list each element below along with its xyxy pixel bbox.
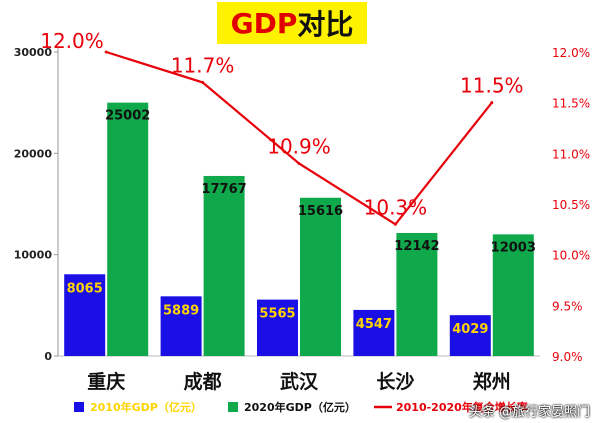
left-tick-label: 30000 <box>14 46 53 59</box>
bar-2010 <box>160 296 202 356</box>
right-tick-label: 9.5% <box>552 299 583 313</box>
legend-label-2010: 2010年GDP（亿元） <box>90 400 202 414</box>
bar-2010-label: 4029 <box>452 322 488 337</box>
bar-2020 <box>203 175 245 356</box>
bar-2020 <box>492 234 534 356</box>
left-axis: 0 10000 20000 30000 <box>14 46 59 363</box>
growth-point <box>104 50 108 54</box>
bar-2010 <box>353 309 395 356</box>
bar-2010 <box>64 274 106 356</box>
right-tick-label: 10.5% <box>552 198 590 212</box>
bar-2020-label: 12003 <box>491 240 536 255</box>
bar-2020-label: 25002 <box>105 109 150 124</box>
right-tick-label: 11.5% <box>552 97 590 111</box>
chart-title: GDP 对比 <box>217 2 367 44</box>
bar-2010-label: 4547 <box>356 317 392 332</box>
bar-2020 <box>396 232 438 356</box>
bar-2010 <box>257 299 298 356</box>
category-label: 郑州 <box>473 371 511 393</box>
bar-2010-label: 5565 <box>259 307 295 322</box>
watermark: 头条 @旅行家晏照门 <box>468 405 590 420</box>
growth-point <box>490 101 494 105</box>
growth-label: 10.9% <box>267 134 331 158</box>
bars: 8065 25002 5889 17767 5565 15616 4547 12142 4029… <box>64 102 536 357</box>
legend-swatch-2010 <box>74 402 84 412</box>
growth-label: 12.0% <box>40 29 104 53</box>
bar-2020 <box>107 102 149 357</box>
bar-2010 <box>449 315 491 356</box>
category-label: 成都 <box>184 370 222 393</box>
right-tick-label: 10.0% <box>552 249 590 263</box>
category-label: 重庆 <box>87 370 125 393</box>
title-gdp: GDP <box>230 6 298 40</box>
bar-2020-label: 17767 <box>201 182 246 197</box>
growth-label: 11.5% <box>460 74 524 98</box>
growth-point <box>393 222 397 226</box>
growth-label: 10.3% <box>364 195 428 219</box>
category-labels: 重庆 成都 武汉 长沙 郑州 <box>87 370 511 393</box>
category-label: 武汉 <box>280 371 319 393</box>
growth-point <box>201 80 205 84</box>
bar-2010-label: 5889 <box>163 303 199 318</box>
growth-line: 12.0% 11.7% 10.9% 10.3% 11.5% <box>40 29 524 226</box>
legend-swatch-2020 <box>228 402 238 412</box>
growth-label: 11.7% <box>171 53 235 77</box>
bar-2020 <box>300 197 341 356</box>
title-compare: 对比 <box>297 8 354 41</box>
bar-2020-label: 12142 <box>394 239 439 254</box>
left-tick-label: 0 <box>44 350 52 363</box>
left-tick-label: 20000 <box>14 147 53 160</box>
legend-label-2020: 2020年GDP（亿元） <box>244 400 356 414</box>
right-tick-label: 11.0% <box>552 147 590 161</box>
bar-2010-label: 8065 <box>67 281 103 296</box>
legend-label-growth: 2010-2020年复合增长率 <box>396 400 528 414</box>
right-axis: 9.0% 9.5% 10.0% 10.5% 11.0% 11.5% 12.0% <box>552 46 590 364</box>
growth-point <box>297 161 301 165</box>
bar-2020-label: 15616 <box>298 204 343 219</box>
right-tick-label: 12.0% <box>552 46 590 60</box>
legend: 2010年GDP（亿元） 2020年GDP（亿元） 2010-2020年复合增长率 <box>74 400 528 414</box>
right-tick-label: 9.0% <box>552 350 583 364</box>
left-tick-label: 10000 <box>14 249 53 262</box>
category-label: 长沙 <box>376 371 414 393</box>
